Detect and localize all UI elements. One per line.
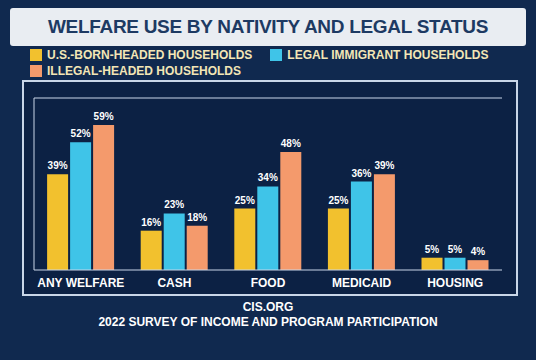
svg-text:25%: 25% <box>235 195 255 206</box>
svg-text:FOOD: FOOD <box>251 276 286 290</box>
svg-text:18%: 18% <box>187 212 207 223</box>
svg-text:16%: 16% <box>141 217 161 228</box>
html-text:WELFARE USE BY NATIVITY AND LE: WELFARE USE BY NATIVITY AND LEGAL STATUS <box>47 16 489 37</box>
svg-text:25%: 25% <box>328 195 348 206</box>
svg-text:HOUSING: HOUSING <box>427 276 483 290</box>
svg-text:39%: 39% <box>374 160 394 171</box>
svg-text:59%: 59% <box>94 111 114 122</box>
svg-text:36%: 36% <box>351 168 371 179</box>
svg-text:MEDICAID: MEDICAID <box>332 276 392 290</box>
svg-text:34%: 34% <box>258 172 278 183</box>
svg-text:52%: 52% <box>71 128 91 139</box>
html-text:U.S.-BORN-HEADED HOUSEHOLDS: U.S.-BORN-HEADED HOUSEHOLDS <box>47 48 253 62</box>
html-text:ILLEGAL-HEADED HOUSEHOLDS: ILLEGAL-HEADED HOUSEHOLDS <box>47 64 241 78</box>
svg-text:23%: 23% <box>164 199 184 210</box>
svg-text:39%: 39% <box>48 160 68 171</box>
html-text:2022 SURVEY OF INCOME AND PROG: 2022 SURVEY OF INCOME AND PROGRAM PARTIC… <box>98 315 438 329</box>
html-text:LEGAL IMMIGRANT HOUSEHOLDS: LEGAL IMMIGRANT HOUSEHOLDS <box>287 48 489 62</box>
svg-text:CASH: CASH <box>157 276 191 290</box>
svg-text:ANY WELFARE: ANY WELFARE <box>37 276 124 290</box>
html-text:CIS.ORG: CIS.ORG <box>242 300 294 314</box>
svg-text:5%: 5% <box>448 244 463 255</box>
svg-text:48%: 48% <box>281 138 301 149</box>
svg-text:4%: 4% <box>471 246 486 257</box>
svg-text:5%: 5% <box>425 244 440 255</box>
